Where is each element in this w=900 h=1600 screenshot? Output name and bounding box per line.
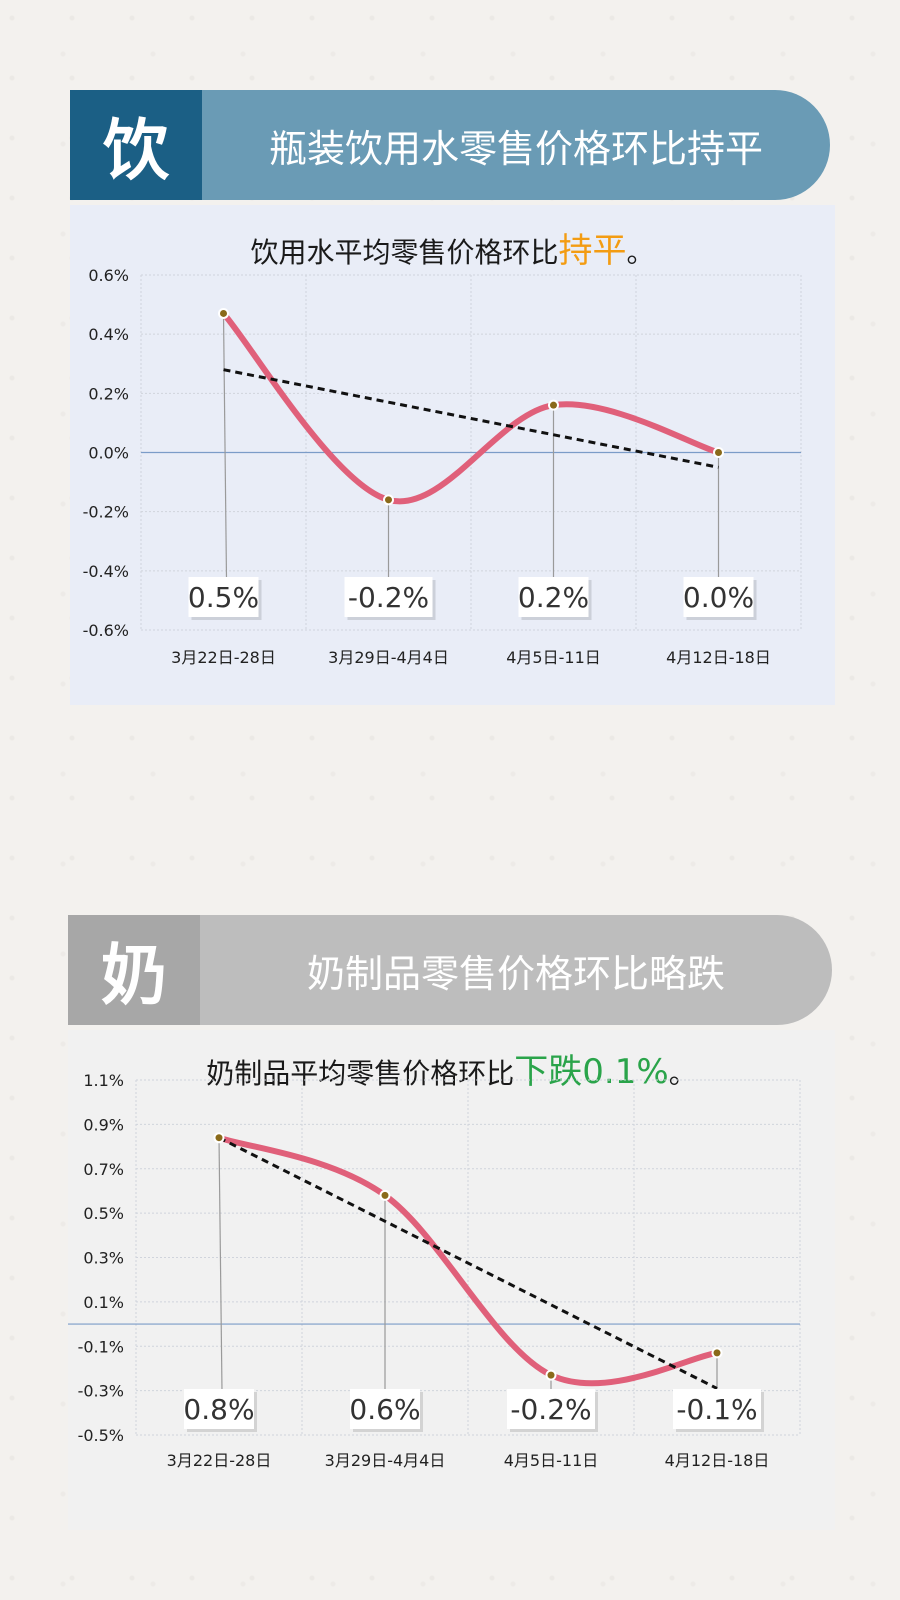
dairy-leader-line bbox=[218, 1137, 223, 1392]
water-ytick-label: 0.6% bbox=[88, 266, 129, 285]
water-point bbox=[220, 309, 227, 317]
dairy-subtitle-highlight: 下跌0.1% bbox=[514, 1052, 669, 1092]
water-series-line bbox=[220, 310, 722, 505]
water-category-label: 3月22日-28日 bbox=[171, 648, 276, 667]
dairy-banner: 奶 奶制品零售价格环比略跌 bbox=[68, 915, 832, 1025]
dairy-trendline bbox=[218, 1136, 718, 1390]
dairy-chart-panel: 奶制品平均零售价格环比下跌0.1%。 1.1% 0.9% 0.7% 0.5% 0.3% 0… bbox=[68, 1030, 835, 1530]
dairy-badge: 奶 bbox=[68, 915, 200, 1025]
dairy-point bbox=[215, 1134, 223, 1142]
water-subtitle-suffix: 。 bbox=[626, 236, 655, 269]
dairy-category-label: 3月29日-4月4日 bbox=[325, 1451, 446, 1470]
water-trendline bbox=[223, 368, 719, 469]
dairy-grid bbox=[135, 1079, 801, 1436]
dairy-data-label: 0.6% bbox=[349, 1393, 420, 1426]
water-data-label: 0.5% bbox=[188, 581, 259, 614]
dairy-ytick-label: 0.3% bbox=[83, 1249, 124, 1268]
water-line-chart: 0.6% 0.4% 0.2% 0.0% -0.2% -0.4% -0.6% 0.5% -0.2%… bbox=[83, 266, 802, 667]
water-chart-subtitle: 饮用水平均零售价格环比持平。 bbox=[70, 223, 835, 272]
dairy-category-label: 4月5日-11日 bbox=[504, 1451, 599, 1470]
dairy-data-label: -0.1% bbox=[676, 1393, 757, 1426]
water-ytick-label: -0.2% bbox=[83, 503, 129, 522]
water-ytick-label: 0.4% bbox=[88, 325, 129, 344]
dairy-data-label: 0.8% bbox=[183, 1393, 254, 1426]
dairy-subtitle-suffix: 。 bbox=[668, 1057, 697, 1090]
water-data-label-box bbox=[518, 577, 589, 617]
dairy-ytick-label: -0.5% bbox=[78, 1426, 124, 1445]
dairy-data-label-box bbox=[184, 1389, 254, 1429]
dairy-point bbox=[547, 1371, 555, 1379]
dairy-series-line bbox=[216, 1134, 720, 1387]
water-badge: 饮 bbox=[70, 90, 202, 200]
water-category-label: 4月12日-18日 bbox=[666, 648, 771, 667]
dairy-ytick-label: 0.5% bbox=[83, 1204, 124, 1223]
dairy-data-label-box bbox=[350, 1389, 420, 1429]
dairy-ytick-label: -0.1% bbox=[78, 1337, 124, 1356]
water-ytick-label: 0.2% bbox=[88, 384, 129, 403]
water-data-label: -0.2% bbox=[348, 581, 429, 614]
water-data-label-box bbox=[188, 577, 259, 617]
water-category-label: 4月5日-11日 bbox=[506, 648, 601, 667]
water-banner-title: 瓶装饮用水零售价格环比持平 bbox=[202, 90, 830, 200]
dairy-category-label: 4月12日-18日 bbox=[665, 1451, 770, 1470]
dairy-point bbox=[381, 1191, 389, 1199]
dairy-data-label: -0.2% bbox=[510, 1393, 591, 1426]
water-ytick-label: -0.6% bbox=[83, 621, 129, 640]
water-subtitle-highlight: 持平 bbox=[558, 231, 627, 271]
dairy-subtitle-prefix: 奶制品平均零售价格环比 bbox=[206, 1057, 515, 1090]
water-leader-line bbox=[222, 313, 228, 580]
water-category-label: 3月29日-4月4日 bbox=[328, 648, 449, 667]
water-data-label: 0.0% bbox=[683, 581, 754, 614]
dairy-banner-title: 奶制品零售价格环比略跌 bbox=[200, 915, 832, 1025]
dairy-data-label-box bbox=[673, 1389, 761, 1429]
water-data-label: 0.2% bbox=[518, 581, 589, 614]
water-banner: 饮 瓶装饮用水零售价格环比持平 bbox=[70, 90, 830, 200]
dairy-ytick-label: 0.1% bbox=[83, 1293, 124, 1312]
dairy-ytick-label: 0.9% bbox=[83, 1115, 124, 1134]
dairy-category-label: 3月22日-28日 bbox=[167, 1451, 272, 1470]
water-chart-panel: 饮用水平均零售价格环比持平。 0.6% 0.4% 0.2% 0.0% -0.2% -0.4… bbox=[70, 205, 835, 705]
water-subtitle-prefix: 饮用水平均零售价格环比 bbox=[250, 236, 559, 269]
dairy-chart-subtitle: 奶制品平均零售价格环比下跌0.1%。 bbox=[68, 1044, 835, 1093]
dairy-data-label-box bbox=[507, 1389, 595, 1429]
water-ytick-label: -0.4% bbox=[83, 562, 129, 581]
water-point bbox=[385, 496, 392, 504]
dairy-ytick-label: -0.3% bbox=[78, 1382, 124, 1401]
dairy-ytick-label: 0.7% bbox=[83, 1160, 124, 1179]
water-point bbox=[550, 401, 557, 409]
dairy-point bbox=[713, 1349, 721, 1357]
water-ytick-label: 0.0% bbox=[88, 444, 129, 463]
water-point bbox=[715, 449, 722, 456]
water-data-label-box bbox=[344, 577, 433, 617]
water-data-label-box bbox=[683, 577, 754, 617]
dairy-ytick-label: 1.1% bbox=[83, 1071, 124, 1090]
dairy-line-chart: 1.1% 0.9% 0.7% 0.5% 0.3% 0.1% -0.1% -0.3% -0.5% 0… bbox=[68, 1071, 801, 1470]
